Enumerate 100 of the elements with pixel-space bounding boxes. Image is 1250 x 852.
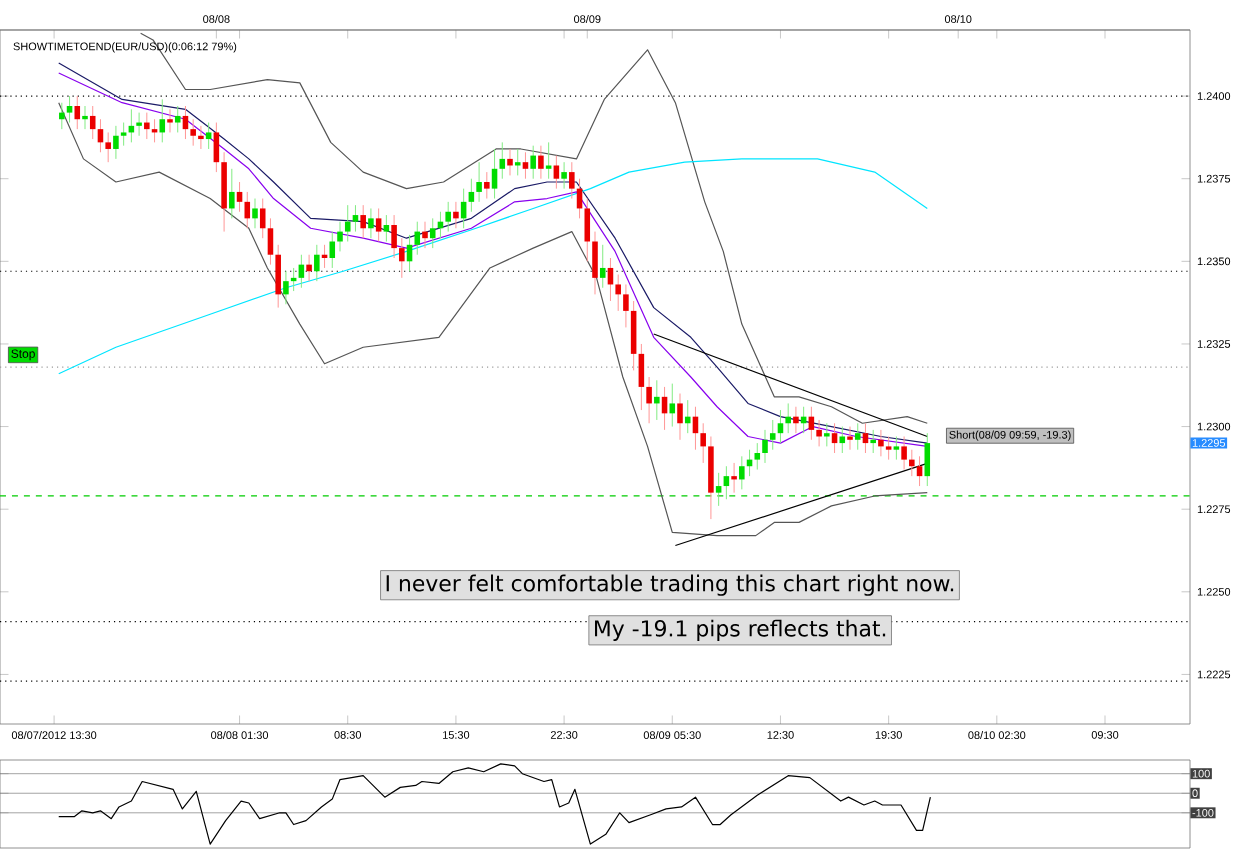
candlestick	[514, 148, 521, 176]
candlestick	[259, 198, 266, 239]
candlestick	[144, 112, 150, 140]
candlestick	[159, 98, 166, 143]
candlestick	[638, 343, 645, 411]
candlestick	[213, 122, 220, 173]
annotation: My -19.1 pips reflects that.	[595, 619, 886, 641]
candlestick	[360, 204, 366, 239]
candlestick	[314, 244, 320, 282]
candlestick	[399, 237, 405, 279]
candlestick	[205, 122, 212, 150]
candlestick	[708, 435, 714, 520]
candlestick	[561, 161, 567, 190]
candlestick	[113, 125, 119, 160]
candlestick	[584, 198, 591, 262]
candlestick	[878, 429, 884, 457]
candlestick	[453, 201, 459, 229]
candlestick	[909, 449, 915, 477]
candlestick	[89, 105, 96, 140]
candlestick	[136, 112, 142, 137]
candlestick	[344, 204, 351, 242]
candlestick	[507, 148, 513, 176]
candlestick	[530, 145, 536, 180]
candlestick	[731, 462, 737, 494]
candlestick	[368, 207, 374, 239]
candlestick	[816, 419, 822, 447]
candlestick	[754, 442, 761, 471]
candlestick	[429, 217, 436, 249]
candlestick	[715, 472, 722, 507]
candlestick	[105, 131, 111, 163]
candlestick	[375, 207, 382, 242]
candlestick	[870, 429, 876, 454]
candlestick	[468, 178, 475, 213]
annotation: I never felt comfortable trading this chart right now.	[386, 574, 954, 596]
candlestick	[793, 406, 799, 434]
candlestick	[383, 214, 390, 242]
candlestick	[769, 419, 776, 451]
candlestick	[329, 231, 336, 269]
candlestick	[422, 221, 428, 249]
candlestick	[723, 465, 730, 500]
candlestick	[684, 399, 691, 434]
candlestick	[275, 244, 281, 309]
candlestick	[862, 422, 869, 454]
candlestick	[120, 122, 127, 147]
candlestick	[82, 105, 88, 130]
candlestick	[901, 435, 907, 471]
candlestick	[615, 274, 621, 312]
line-series	[58, 102, 928, 537]
candlestick	[669, 383, 676, 428]
line-series	[58, 158, 928, 375]
candlestick	[545, 141, 552, 180]
candlestick	[306, 254, 312, 282]
candlestick	[893, 435, 900, 461]
candlestick	[66, 95, 73, 124]
candlestick	[700, 422, 706, 464]
candlestick	[283, 270, 289, 305]
candlestick	[236, 181, 243, 213]
candlestick	[244, 191, 251, 229]
candlestick	[538, 145, 544, 180]
candlestick	[167, 108, 173, 133]
candlestick	[337, 221, 343, 252]
candlestick	[553, 155, 560, 190]
candlestick	[59, 102, 65, 130]
candlestick	[654, 379, 660, 421]
candlestick	[885, 435, 892, 461]
candlestick	[646, 376, 652, 424]
candlestick	[221, 151, 227, 233]
candlestick	[569, 161, 575, 200]
candlestick	[499, 141, 506, 180]
candlestick	[252, 198, 258, 229]
candlestick	[352, 204, 359, 233]
candlestick	[677, 393, 683, 441]
candlestick	[777, 409, 784, 444]
candlestick	[198, 125, 204, 150]
candlestick	[484, 171, 490, 200]
candlestick	[739, 455, 745, 490]
candlestick	[839, 426, 846, 454]
candlestick	[190, 118, 196, 147]
candlestick	[824, 422, 830, 447]
candlestick	[916, 455, 923, 487]
candlestick	[599, 244, 606, 289]
candlestick	[831, 422, 838, 454]
candlestick	[522, 151, 529, 180]
candlestick	[847, 426, 853, 451]
candlestick	[592, 231, 598, 295]
candlestick	[229, 168, 235, 219]
candlestick	[854, 422, 861, 451]
candlestick	[785, 402, 791, 434]
candlestick	[414, 221, 421, 256]
candlestick	[445, 201, 451, 233]
candlestick	[762, 429, 768, 464]
candlestick	[630, 300, 637, 371]
candlestick	[924, 432, 931, 487]
candlestick	[74, 95, 81, 130]
candlestick	[174, 105, 181, 133]
candlestick	[267, 217, 274, 266]
candlestick	[623, 283, 629, 328]
candlestick	[391, 214, 397, 259]
candlestick	[476, 161, 482, 203]
candlestick	[491, 148, 498, 200]
